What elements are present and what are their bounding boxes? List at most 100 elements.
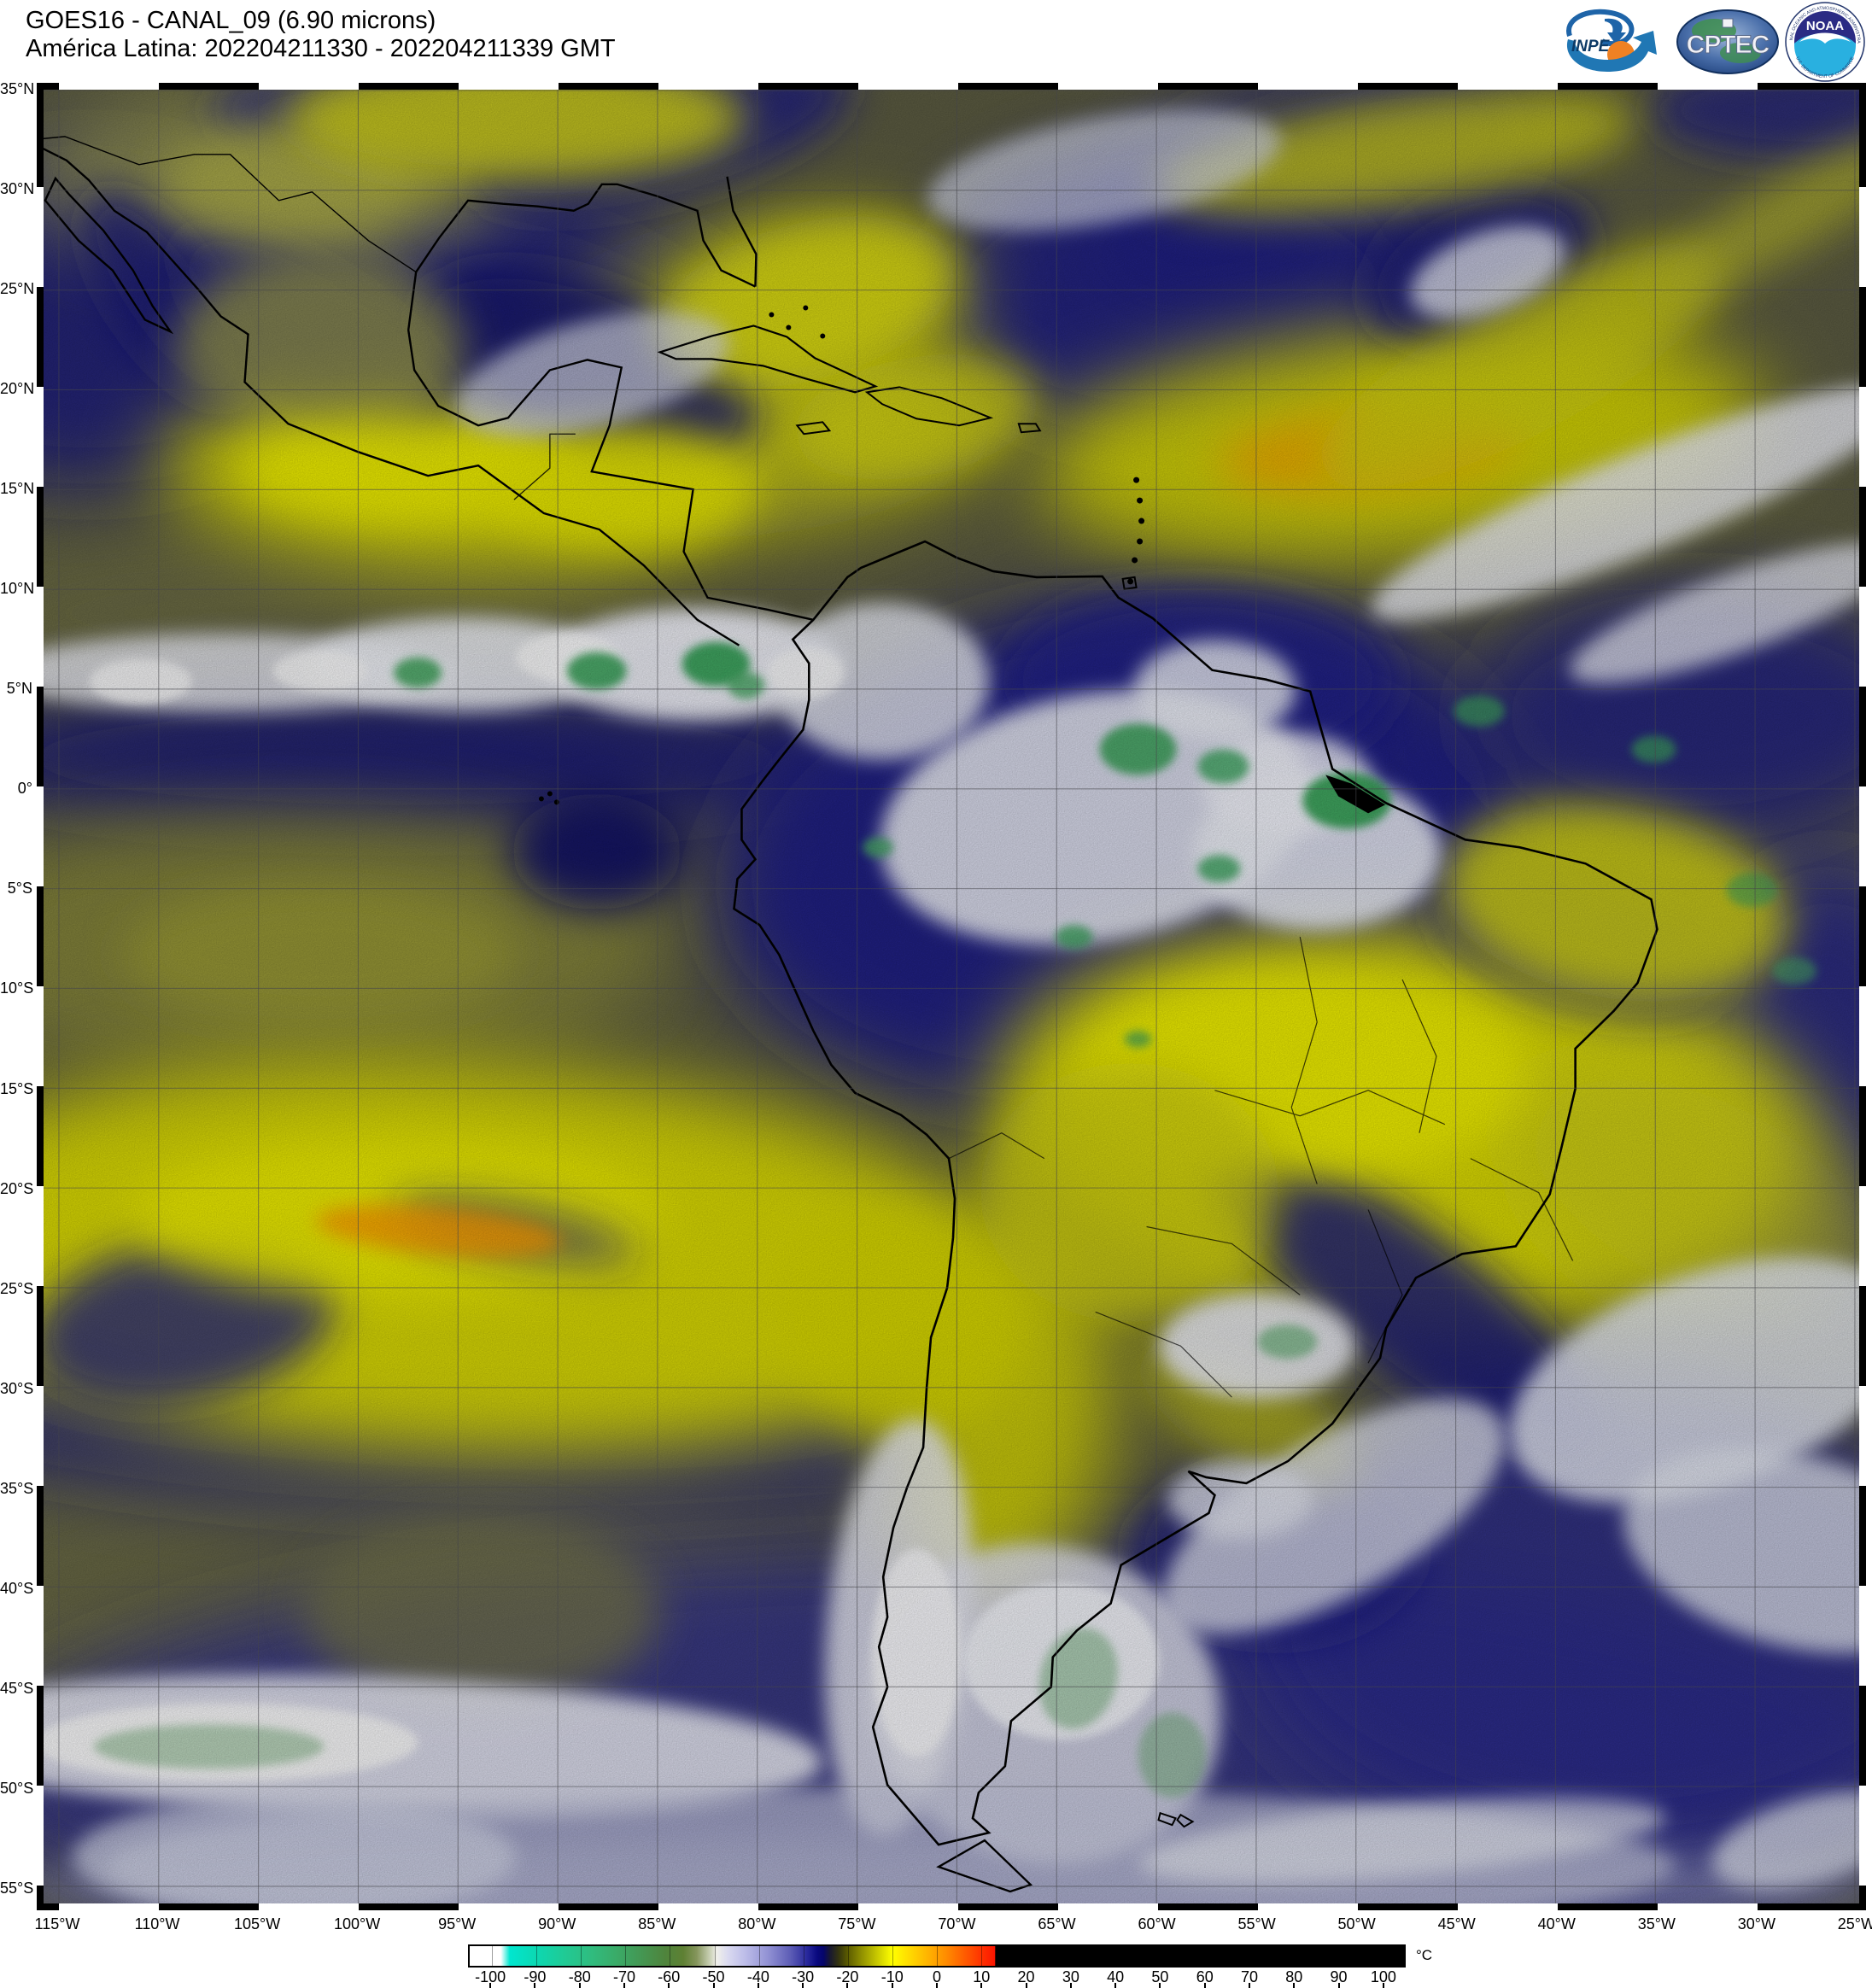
lon-label: 45°W — [1437, 1915, 1476, 1932]
colorbar-bottom-tick — [1382, 1983, 1384, 1988]
colorbar-bottom-tick — [1159, 1983, 1161, 1988]
lon-label: 75°W — [838, 1915, 876, 1932]
colorbar-tick-label: -80 — [568, 1968, 591, 1985]
lat-label: 10°N — [0, 580, 35, 598]
colorbar-bottom-tick — [534, 1983, 536, 1988]
colorbar-tick-label: -50 — [702, 1968, 725, 1985]
colorbar-bottom-tick — [891, 1983, 893, 1988]
colorbar — [468, 1944, 1406, 1968]
lat-label: 40°S — [0, 1579, 34, 1597]
colorbar-bottom-tick — [936, 1983, 938, 1988]
colorbar-tick — [536, 1946, 538, 1966]
lat-label: 10°S — [0, 979, 34, 997]
colorbar-tick-label: -60 — [658, 1968, 681, 1985]
colorbar-tick-label: -70 — [612, 1968, 636, 1985]
lat-label: 45°S — [0, 1679, 34, 1697]
lon-label: 115°W — [34, 1915, 80, 1932]
noaa-logo: NOAA NATIONAL OCEANIC AND ATMOSPHERIC AD… — [1785, 2, 1865, 82]
lon-label: 65°W — [1038, 1915, 1076, 1932]
colorbar-tick-label: 40 — [1107, 1968, 1125, 1985]
inpe-logo-label: INPE — [1571, 38, 1611, 56]
colorbar-tick — [1203, 1946, 1205, 1966]
colorbar-tick-label: 80 — [1285, 1968, 1303, 1985]
lon-label: 30°W — [1737, 1915, 1775, 1932]
colorbar-tick — [1026, 1946, 1027, 1966]
lat-label: 35°S — [0, 1479, 34, 1497]
colorbar-bottom-tick — [1114, 1983, 1117, 1988]
cptec-logo: CPTEC — [1676, 9, 1779, 74]
cptec-logo-label: CPTEC — [1687, 31, 1770, 59]
colorbar-tick — [981, 1946, 983, 1966]
colorbar-unit: °C — [1416, 1947, 1433, 1963]
lat-label: 5°S — [7, 880, 32, 898]
colorbar-tick — [714, 1946, 716, 1966]
lon-label: 95°W — [438, 1915, 477, 1932]
lat-label: 5°N — [6, 680, 32, 698]
lat-label: 25°S — [0, 1279, 34, 1297]
noaa-logo-label: NOAA — [1806, 19, 1844, 33]
lat-label: 55°S — [0, 1879, 34, 1897]
lon-label: 85°W — [638, 1915, 676, 1932]
colorbar-bottom-tick — [1025, 1983, 1027, 1988]
colorbar-tick — [1070, 1946, 1072, 1966]
colorbar-bottom-tick — [757, 1983, 759, 1988]
lat-label: 15°S — [0, 1079, 34, 1097]
lat-label: 30°N — [0, 180, 35, 198]
lon-label: 70°W — [938, 1915, 976, 1932]
lat-label: 30°S — [0, 1379, 34, 1397]
colorbar-bottom-tick — [1337, 1983, 1340, 1988]
colorbar-bottom-tick — [578, 1983, 581, 1988]
map-frame-right — [1859, 83, 1866, 1910]
colorbar-bottom-ticks — [468, 1983, 1406, 1988]
lon-label: 40°W — [1537, 1915, 1576, 1932]
colorbar-bottom-tick — [712, 1983, 715, 1988]
colorbar-tick-label: -40 — [746, 1968, 769, 1985]
colorbar-bottom-tick — [1293, 1983, 1296, 1988]
colorbar-tick-labels: -100 -90 -80 -70 -60 -50 -40 -30 -20 -10 0 10 20 30 40… — [468, 1968, 1406, 1987]
colorbar-tick — [1292, 1946, 1294, 1966]
colorbar-bottom-tick — [1069, 1983, 1072, 1988]
colorbar-bottom-tick — [1249, 1983, 1250, 1988]
colorbar-gradient — [470, 1946, 1404, 1966]
colorbar-bottom-tick — [846, 1983, 849, 1988]
colorbar-tick-label: 50 — [1151, 1968, 1169, 1985]
lat-label: 0° — [17, 780, 32, 798]
colorbar-tick-label: -10 — [880, 1968, 904, 1985]
colorbar-bottom-tick — [802, 1983, 804, 1988]
colorbar-bottom-tick — [623, 1983, 625, 1988]
colorbar-tick — [1337, 1946, 1338, 1966]
gridlines — [38, 85, 1864, 1909]
colorbar-tick — [1381, 1946, 1383, 1966]
colorbar-tick-label: -100 — [475, 1968, 506, 1985]
lon-label: 60°W — [1138, 1915, 1176, 1932]
lat-label: 20°N — [0, 380, 35, 398]
lon-label: 100°W — [334, 1915, 381, 1932]
colorbar-bottom-tick — [1203, 1983, 1206, 1988]
lat-label: 20°S — [0, 1179, 34, 1197]
colorbar-tick-label: 10 — [973, 1968, 991, 1985]
colorbar-tick — [937, 1946, 938, 1966]
logo-strip: INPE CPTEC NOAA NATIO — [1558, 2, 1865, 82]
colorbar-bottom-tick — [668, 1983, 670, 1988]
colorbar-tick-label: 0 — [932, 1968, 942, 1985]
inpe-logo: INPE — [1566, 9, 1657, 72]
lon-label: 80°W — [738, 1915, 776, 1932]
colorbar-tick — [625, 1946, 627, 1966]
colorbar-tick — [1159, 1946, 1161, 1966]
colorbar-tick-label: 60 — [1196, 1968, 1214, 1985]
page-title: GOES16 - CANAL_09 (6.90 microns) — [26, 7, 436, 34]
lon-label: 50°W — [1337, 1915, 1376, 1932]
map-frame-top — [37, 83, 1866, 90]
lon-label: 25°W — [1837, 1915, 1872, 1932]
lon-label: 105°W — [233, 1915, 281, 1932]
colorbar-tick-label: 90 — [1330, 1968, 1348, 1985]
colorbar-tick — [892, 1946, 893, 1966]
colorbar-tick — [758, 1946, 760, 1966]
colorbar-tick-label: 30 — [1062, 1968, 1079, 1985]
lon-label: 55°W — [1237, 1915, 1276, 1932]
colorbar-tick-label: -30 — [792, 1968, 815, 1985]
lat-label: 35°N — [0, 80, 35, 97]
lat-label: 25°N — [0, 280, 35, 298]
lat-label: 15°N — [0, 480, 35, 498]
